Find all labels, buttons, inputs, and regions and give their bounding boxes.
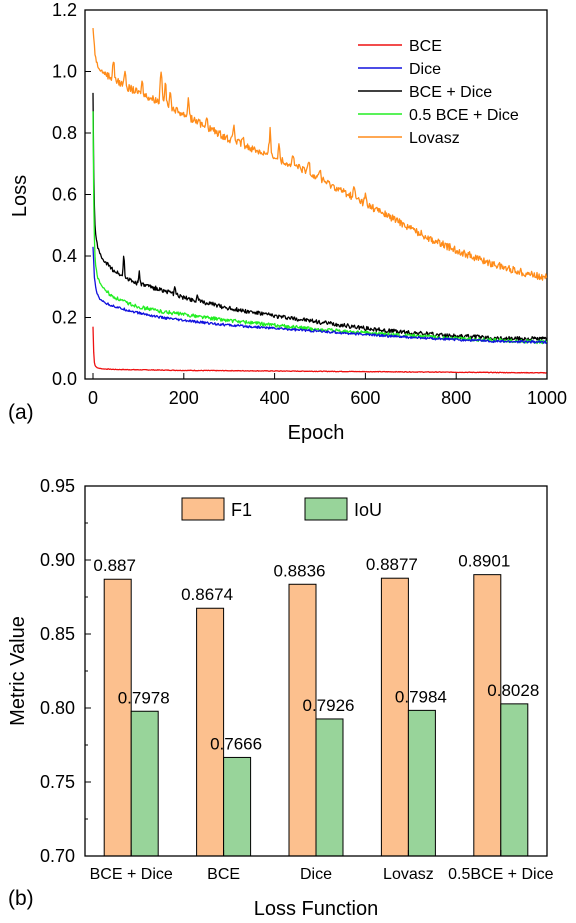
x-tick-label: 800: [441, 388, 471, 408]
bar-value-label: 0.7926: [303, 696, 355, 715]
panel-b-xlabel: Loss Function: [254, 898, 379, 918]
x-tick-label: 1000: [527, 388, 567, 408]
legend-label: BCE: [409, 38, 442, 55]
bar-value-label: 0.887: [93, 556, 136, 575]
x-tick-label: 0: [88, 388, 98, 408]
x-tick-label: 600: [350, 388, 380, 408]
bar-value-label: 0.7978: [118, 688, 170, 707]
legend-label: Dice: [409, 61, 441, 78]
panel-a-ticks-group: 0 200 400 600 800 1000 0.0 0.2 0.4 0.6 0.8 1.0 1.2: [52, 0, 567, 408]
legend-label: BCE + Dice: [409, 84, 492, 101]
x-tick-label: 400: [260, 388, 290, 408]
y-tick-label: 0.4: [52, 246, 77, 266]
bar-iou: [130, 710, 159, 857]
y-tick-label: 0.2: [52, 308, 77, 328]
legend-swatch: [181, 497, 225, 521]
loss-line-bce-dice: [92, 92, 548, 342]
x-tick-label: 200: [169, 388, 199, 408]
panel-a-series-group: [92, 28, 548, 374]
y-tick-label: 0.80: [40, 698, 75, 718]
loss-line-bce: [92, 326, 547, 374]
panel-a-ylabel: Loss: [9, 175, 31, 217]
y-tick-label: 0.8: [52, 123, 77, 143]
x-category-label: BCE: [207, 866, 240, 883]
panel-a-label: (a): [8, 401, 34, 424]
legend-label: IoU: [354, 500, 382, 520]
loss-line-dice: [92, 246, 548, 344]
bar-value-label: 0.8901: [458, 552, 510, 571]
bar-iou: [500, 703, 529, 857]
legend-label: F1: [231, 500, 252, 520]
legend-label: Lovasz: [409, 130, 460, 147]
bar-value-label: 0.7984: [395, 687, 447, 706]
panel-b-legend: F1 IoU: [181, 497, 382, 521]
bar-f1: [288, 583, 317, 857]
panel-b-metric-chart: 0.887 0.7978 0.8674 0.7666 0.8836 0.7926 0.887…: [7, 476, 554, 920]
y-tick-label: 0.6: [52, 185, 77, 205]
x-category-label: Dice: [300, 866, 332, 883]
panel-b-bars-group: 0.887 0.7978 0.8674 0.7666 0.8836 0.7926 0.887…: [93, 552, 539, 857]
bar-f1: [103, 578, 132, 857]
panel-a-xlabel: Epoch: [288, 422, 345, 444]
bar-f1: [380, 577, 409, 857]
y-tick-label: 0.75: [40, 772, 75, 792]
bar-value-label: 0.8877: [366, 555, 418, 574]
bar-value-label: 0.7666: [210, 734, 262, 753]
bar-f1: [196, 607, 225, 857]
bar-value-label: 0.8028: [487, 681, 539, 700]
loss-line-0-5-bce-dice: [92, 111, 548, 345]
y-tick-label: 1.0: [52, 62, 77, 82]
panel-a-plot-frame: [84, 9, 548, 380]
loss-line-lovasz: [92, 28, 548, 281]
legend-label: 0.5 BCE + Dice: [409, 107, 519, 124]
y-tick-label: 0.70: [40, 846, 75, 866]
bar-iou: [407, 709, 436, 857]
bar-f1: [473, 574, 502, 857]
bar-iou: [223, 756, 252, 857]
panel-a-loss-chart: 0 200 400 600 800 1000 0.0 0.2 0.4 0.6 0.8 1.0 1.2 B…: [8, 0, 567, 444]
legend-swatch: [304, 497, 348, 521]
y-tick-label: 1.2: [52, 0, 77, 20]
y-tick-label: 0.0: [52, 369, 77, 389]
y-tick-label: 0.90: [40, 550, 75, 570]
panel-a-legend: BCE Dice BCE + Dice 0.5 BCE + Dice Lovasz: [358, 38, 519, 147]
x-category-label: Lovasz: [383, 866, 434, 883]
bar-iou: [315, 718, 344, 857]
x-category-label: BCE + Dice: [90, 866, 173, 883]
x-category-label: 0.5BCE + Dice: [448, 866, 553, 883]
panel-b-ylabel: Metric Value: [7, 616, 29, 726]
panel-b-label: (b): [8, 887, 34, 910]
y-tick-label: 0.85: [40, 624, 75, 644]
panel-b-ticks-group: 0.70 0.75 0.80 0.85 0.90 0.95 BCE + Dice BCE Dic…: [40, 476, 554, 883]
bar-value-label: 0.8674: [181, 585, 233, 604]
y-tick-label: 0.95: [40, 476, 75, 496]
bar-value-label: 0.8836: [274, 561, 326, 580]
